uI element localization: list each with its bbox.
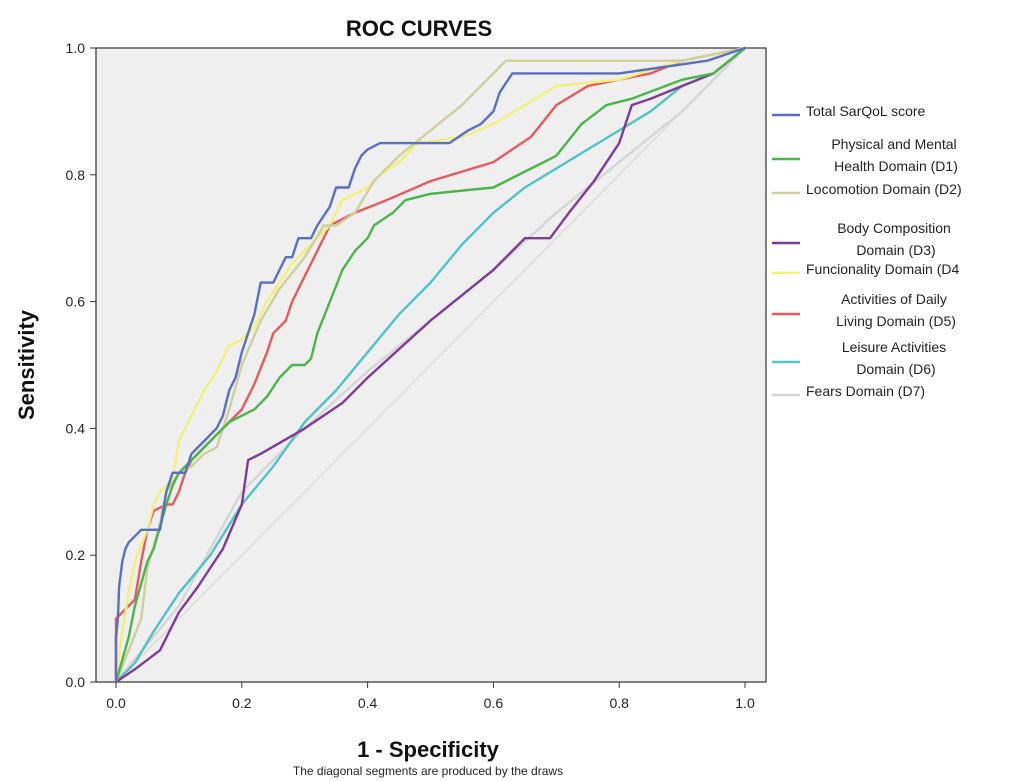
y-axis-ticks: 0.0 0.2 0.4 0.6 0.8 1.0 [66,40,96,690]
chart-footnote: The diagonal segments are produced by th… [293,764,563,778]
x-axis-label: 1 - Specificity [357,737,500,762]
x-tick-label: 0.2 [232,695,252,711]
y-tick-label: 0.8 [66,167,86,183]
roc-curve-4 [114,46,747,684]
x-tick-label: 0.8 [609,695,629,711]
roc-curve-2 [114,46,747,684]
x-tick-label: 0.6 [484,695,504,711]
legend-label: Fears Domain (D7) [806,383,925,399]
roc-series-group [114,46,747,684]
y-tick-label: 1.0 [66,40,86,56]
roc-curve-5 [114,46,747,684]
reference-diagonal [115,47,746,683]
roc-curve-7 [114,46,747,684]
legend-label: Activities of Daily [841,291,947,307]
y-tick-label: 0.2 [66,547,86,563]
x-tick-label: 1.0 [735,695,755,711]
legend-label: Domain (D6) [856,361,935,377]
chart-title: ROC CURVES [346,16,492,41]
legend-label: Living Domain (D5) [836,313,956,329]
x-axis-ticks: 0.0 0.2 0.4 0.6 0.8 1.0 [106,682,755,711]
y-tick-label: 0.0 [66,674,86,690]
legend-label: Body Composition [837,220,951,236]
roc-curve-1 [114,46,747,684]
x-tick-label: 0.0 [106,695,126,711]
x-tick-label: 0.4 [358,695,378,711]
legend-label: Total SarQoL score [806,103,926,119]
y-axis-label: Sensitivity [14,309,39,420]
legend-label: Domain (D3) [856,242,935,258]
legend: Total SarQoL score Physical and Mental Hea… [772,103,962,399]
legend-label: Leisure Activities [842,339,946,355]
reference-line [115,47,746,683]
legend-label: Physical and Mental [831,136,956,152]
legend-label: Health Domain (D1) [834,158,958,174]
y-tick-label: 0.6 [66,294,86,310]
y-tick-label: 0.4 [66,420,86,436]
legend-label: Locomotion Domain (D2) [806,181,962,197]
legend-label: Funcionality Domain (D4 [806,261,959,277]
